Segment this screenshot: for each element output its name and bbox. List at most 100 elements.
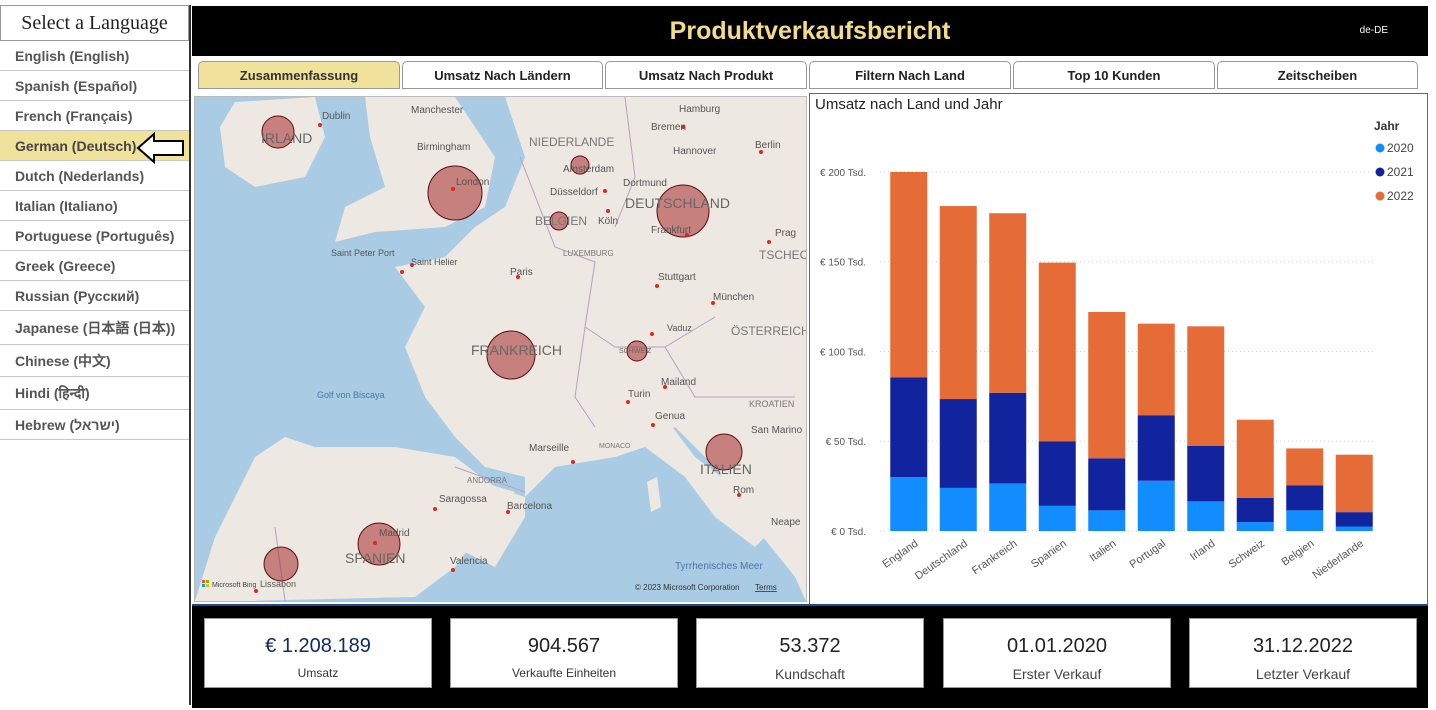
bubble-spanien: [357, 522, 401, 566]
bar-schweiz-2021[interactable]: [1236, 497, 1274, 523]
bar-irland-2020[interactable]: [1187, 501, 1225, 531]
bar-frankreich-2020[interactable]: [989, 483, 1027, 531]
x-tick-label: Belgien: [1280, 538, 1317, 569]
microsoft-logo-icon: [202, 580, 209, 587]
map-label-prag: Prag: [775, 228, 796, 239]
bar-niederlande-2021[interactable]: [1335, 512, 1373, 527]
kpi-card-verkaufte-einheiten: 904.567 Verkaufte Einheiten: [450, 618, 678, 688]
bar-belgien-2020[interactable]: [1286, 510, 1324, 531]
map-label-manchester: Manchester: [411, 105, 464, 116]
bubble-schweiz: [626, 340, 648, 362]
map-label-genua: Genua: [655, 411, 685, 422]
bar-england-2021[interactable]: [890, 377, 928, 478]
locale-label: de-DE: [1359, 25, 1388, 36]
map-label-frankfurt: Frankfurt: [651, 225, 691, 236]
tab-umsatz-nach-produkt[interactable]: Umsatz Nach Produkt: [605, 61, 807, 89]
bar-schweiz-2020[interactable]: [1236, 522, 1274, 531]
x-tick-label: Spanien: [1029, 538, 1069, 571]
bar-italien-2020[interactable]: [1088, 510, 1126, 531]
map-label-valencia: Valencia: [450, 556, 488, 567]
x-tick-label: Italien: [1088, 538, 1119, 565]
bar-irland-2022[interactable]: [1187, 326, 1225, 446]
y-tick-label: € 50 Tsd.: [826, 437, 866, 448]
map-label-schweiz: SCHWEIZ: [619, 348, 652, 355]
tab-bar: Zusammenfassung Umsatz Nach Ländern Umsa…: [192, 56, 1428, 94]
tab-zeitscheiben[interactable]: Zeitscheiben: [1217, 61, 1418, 89]
tab-top-10-kunden[interactable]: Top 10 Kunden: [1013, 61, 1215, 89]
map-label-spanien: SPANIEN: [345, 550, 405, 566]
bar-belgien-2022[interactable]: [1286, 448, 1324, 486]
language-item-portuguese[interactable]: Portuguese (Português): [0, 221, 189, 251]
bar-schweiz-2022[interactable]: [1236, 419, 1274, 498]
bar-portugal-2020[interactable]: [1137, 480, 1175, 531]
language-item-japanese[interactable]: Japanese (日本語 (日本)): [0, 311, 189, 345]
bar-niederlande-2020[interactable]: [1335, 526, 1373, 531]
map-label-frankreich: FRANKREICH: [471, 342, 562, 358]
sales-chart-panel: Umsatz nach Land und Jahr € 0 Tsd. € 50 T…: [809, 93, 1428, 605]
bar-portugal-2022[interactable]: [1137, 323, 1175, 416]
kpi-label-verkaufte-einheiten: Verkaufte Einheiten: [511, 666, 617, 680]
map-label-golf: Golf von Biscaya: [317, 390, 385, 400]
map-label-saragossa: Saragossa: [439, 494, 487, 505]
bar-england-2022[interactable]: [890, 171, 928, 378]
map-label-irland: IRLAND: [261, 130, 312, 146]
language-item-russian[interactable]: Russian (Русский): [0, 281, 189, 311]
report-title: Produktverkaufsbericht: [669, 16, 951, 45]
language-item-italian[interactable]: Italian (Italiano): [0, 191, 189, 221]
bar-italien-2021[interactable]: [1088, 458, 1126, 511]
bar-belgien-2021[interactable]: [1286, 485, 1324, 511]
language-item-hebrew[interactable]: Hebrew (ישראל): [0, 410, 189, 440]
map-label-dortmund: Dortmund: [623, 178, 667, 189]
language-item-chinese[interactable]: Chinese (中文): [0, 345, 189, 377]
bar-frankreich-2021[interactable]: [989, 392, 1027, 484]
language-item-spanish[interactable]: Spanish (Español): [0, 71, 189, 101]
map-terms-link[interactable]: Terms: [755, 583, 777, 592]
language-item-english[interactable]: English (English): [0, 41, 189, 71]
bar-frankreich-2022[interactable]: [989, 213, 1027, 393]
selection-arrow-icon: [136, 132, 184, 164]
map-label-niederlande: NIEDERLANDE: [529, 135, 614, 149]
language-item-greek[interactable]: Greek (Greece): [0, 251, 189, 281]
bar-niederlande-2022[interactable]: [1335, 454, 1373, 513]
tab-zusammenfassung[interactable]: Zusammenfassung: [198, 61, 400, 89]
stacked-bar-chart[interactable]: € 0 Tsd. € 50 Tsd. € 100 Tsd. € 150 Tsd. € 2…: [810, 94, 1427, 604]
tab-umsatz-nach-laendern[interactable]: Umsatz Nach Ländern: [402, 61, 603, 89]
bar-deutschland-2021[interactable]: [939, 399, 977, 488]
x-tick-label: Frankreich: [970, 538, 1019, 578]
kpi-card-umsatz: € 1.208.189 Umsatz: [204, 618, 432, 688]
language-item-dutch[interactable]: Dutch (Nederlands): [0, 161, 189, 191]
x-tick-label: Schweiz: [1227, 538, 1267, 571]
map-label-rom: Rom: [733, 485, 754, 496]
map-label-munchen: München: [713, 292, 754, 303]
bar-spanien-2021[interactable]: [1038, 441, 1076, 506]
kpi-value-umsatz: € 1.208.189: [265, 635, 371, 657]
sidebar-title: Select a Language: [0, 5, 189, 41]
language-item-french[interactable]: French (Français): [0, 101, 189, 131]
legend-marker-2022: [1375, 191, 1385, 201]
bar-england-2020[interactable]: [890, 477, 928, 531]
bar-spanien-2022[interactable]: [1038, 262, 1076, 442]
bar-spanien-2020[interactable]: [1038, 505, 1076, 531]
bar-italien-2022[interactable]: [1088, 311, 1126, 459]
kpi-label-kundschaft: Kundschaft: [774, 666, 846, 682]
bubble-niederlande: [570, 155, 590, 175]
tab-filtern-nach-land[interactable]: Filtern Nach Land: [809, 61, 1011, 89]
language-sidebar: Select a Language English (English) Span…: [0, 5, 191, 705]
language-item-hindi[interactable]: Hindi (हिन्दी): [0, 377, 189, 410]
y-tick-label: € 150 Tsd.: [820, 258, 866, 269]
bubble-england: [427, 165, 483, 221]
bar-irland-2021[interactable]: [1187, 445, 1225, 502]
bar-deutschland-2022[interactable]: [939, 206, 977, 400]
legend-label-2022: 2022: [1387, 189, 1414, 203]
bar-deutschland-2020[interactable]: [939, 487, 977, 531]
bar-portugal-2021[interactable]: [1137, 415, 1175, 481]
map-label-monaco: MONACO: [599, 443, 631, 450]
map-label-koln: Köln: [598, 216, 618, 227]
map-copyright: © 2023 Microsoft Corporation: [635, 583, 740, 592]
x-tick-label: Portugal: [1128, 538, 1168, 571]
kpi-value-verkaufte-einheiten: 904.567: [527, 635, 601, 657]
sales-map[interactable]: IRLAND Dublin Manchester Birmingham Lond…: [194, 96, 807, 602]
map-label-barcelona: Barcelona: [507, 501, 552, 512]
map-label-paris: Paris: [510, 267, 533, 278]
map-label-saint-peter-port: Saint Peter Port: [331, 248, 395, 258]
